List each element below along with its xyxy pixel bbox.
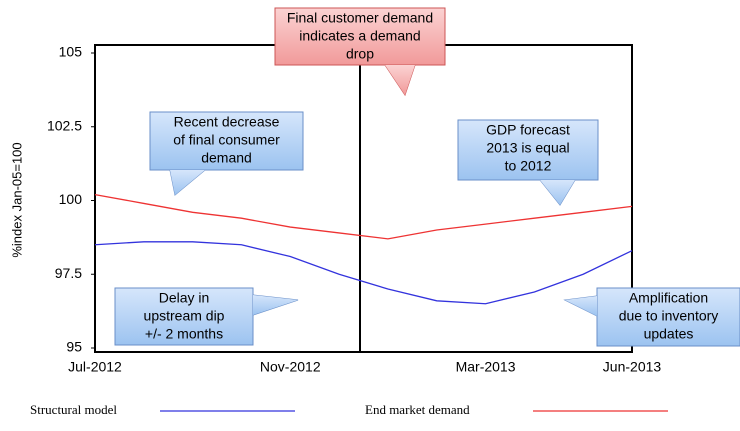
callout-text: upstream dip bbox=[144, 308, 225, 324]
callout-seam bbox=[540, 180, 575, 205]
y-axis-label: %index Jan-05=100 bbox=[9, 142, 24, 257]
callout-text: GDP forecast bbox=[486, 122, 570, 138]
callout-text: Amplification bbox=[629, 290, 708, 306]
legend-label: Structural model bbox=[30, 402, 117, 417]
callout-seam bbox=[170, 170, 205, 195]
callout-box bbox=[149, 111, 304, 171]
callout-text: indicates a demand bbox=[299, 28, 420, 44]
callout-text: Recent decrease bbox=[174, 114, 280, 130]
callout-box bbox=[114, 287, 254, 346]
callout-text: updates bbox=[644, 326, 694, 342]
callout-text: Final customer demand bbox=[287, 10, 433, 26]
y-tick-label: 102.5 bbox=[47, 117, 82, 133]
x-tick-label: Jun-2013 bbox=[603, 359, 662, 375]
callout-text: demand bbox=[201, 150, 252, 166]
callout-text: of final consumer bbox=[173, 132, 280, 148]
legend: Structural model End market demand bbox=[30, 402, 668, 417]
series-line bbox=[94, 193, 633, 240]
x-tick-label: Mar-2013 bbox=[456, 359, 516, 375]
y-tick-label: 95 bbox=[66, 339, 82, 355]
callout-box bbox=[274, 7, 446, 66]
callout-box bbox=[457, 119, 599, 181]
callout-seam bbox=[253, 295, 298, 315]
callout-seam bbox=[565, 296, 597, 316]
callout-box bbox=[596, 287, 740, 347]
y-tick-label: 100 bbox=[59, 191, 83, 207]
callout-text: +/- 2 months bbox=[145, 326, 223, 342]
callout-text: Delay in bbox=[159, 290, 210, 306]
series-line bbox=[94, 241, 633, 305]
callout-text: to 2012 bbox=[505, 158, 552, 174]
legend-label: End market demand bbox=[365, 402, 470, 417]
callout-text: due to inventory bbox=[619, 308, 719, 324]
callout-seam bbox=[385, 65, 415, 95]
x-tick-label: Nov-2012 bbox=[260, 359, 321, 375]
callout-text: drop bbox=[346, 46, 374, 62]
x-tick-label: Jul-2012 bbox=[68, 359, 122, 375]
callout-text: 2013 is equal bbox=[486, 140, 569, 156]
y-tick-label: 105 bbox=[59, 44, 83, 60]
y-tick-label: 97.5 bbox=[55, 265, 82, 281]
